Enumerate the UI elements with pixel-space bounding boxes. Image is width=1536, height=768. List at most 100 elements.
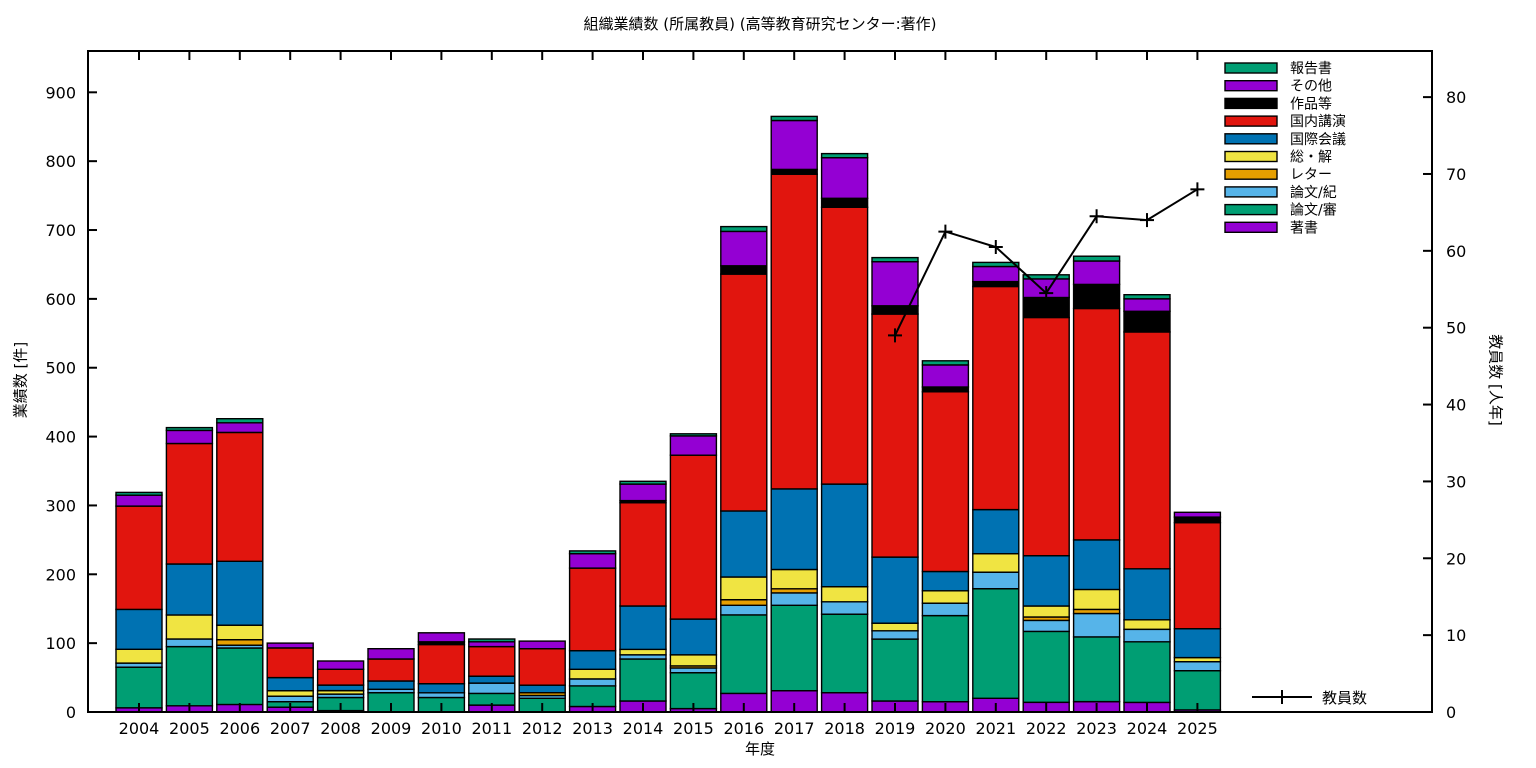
bar-segment-2014-その他: [619, 483, 667, 502]
bar-segment-2022-国際会議: [1022, 555, 1070, 607]
bar-segment-2011-国内講演: [468, 645, 516, 677]
x-tick-label: 2017: [774, 719, 815, 738]
bar-segment-2020-論文/審: [921, 614, 970, 703]
bar-segment-2015-報告書: [669, 433, 718, 437]
bar-segment-2006-レター: [216, 639, 264, 646]
bar-segment-2024-作品等: [1123, 310, 1171, 333]
bar-segment-2021-論文/紀: [972, 571, 1020, 590]
x-tick-label: 2009: [371, 719, 412, 738]
bar-segment-2005-論文/審: [165, 645, 214, 707]
bar-segment-2019-その他: [871, 261, 919, 307]
bar-segment-2009-国際会議: [367, 680, 415, 691]
bar-segment-2019-作品等: [871, 305, 919, 315]
bar-segment-2019-総・解: [871, 622, 919, 632]
x-tick-label: 2023: [1076, 719, 1117, 738]
bar-segment-2019-国内講演: [871, 313, 919, 558]
y-tick-label: 200: [45, 565, 76, 584]
legend-label: 論文/審: [1290, 203, 1337, 219]
y-tick-label: 100: [45, 634, 76, 653]
legend-label: その他: [1290, 79, 1332, 95]
bar-segment-2023-作品等: [1072, 283, 1121, 310]
bar-segment-2018-その他: [820, 156, 869, 199]
legend-swatch-その他: [1224, 79, 1278, 92]
bar-segment-2018-論文/紀: [820, 601, 869, 615]
bar-segment-2018-報告書: [820, 152, 869, 159]
x-tick-label: 2014: [623, 719, 664, 738]
bar-segment-2022-作品等: [1022, 296, 1070, 319]
bar-segment-2024-論文/紀: [1123, 628, 1171, 643]
bar-segment-2005-国内講演: [165, 442, 214, 565]
legend-swatch-論文/審: [1224, 203, 1278, 216]
bar-segment-2013-国内講演: [568, 567, 617, 652]
bar-segment-2006-総・解: [216, 624, 264, 641]
bar-segment-2016-国内講演: [720, 273, 768, 512]
bar-segment-2021-その他: [972, 265, 1020, 283]
bar-segment-2018-国際会議: [820, 483, 869, 588]
bar-segment-2022-報告書: [1022, 274, 1070, 280]
bar-segment-2014-総・解: [619, 648, 667, 656]
bar-segment-2017-論文/紀: [770, 592, 818, 607]
bar-segment-2024-報告書: [1123, 294, 1171, 300]
line-key-label: 教員数: [1322, 689, 1367, 707]
x-tick-label: 2007: [270, 719, 311, 738]
y2-tick-label: 0: [1446, 703, 1456, 722]
bar-segment-2022-論文/審: [1022, 630, 1070, 704]
bar-segment-2017-国内講演: [770, 173, 818, 490]
bar-segment-2020-報告書: [921, 360, 970, 366]
bar-segment-2007-その他: [266, 642, 314, 649]
legend-label: レター: [1290, 167, 1332, 183]
bar-segment-2021-論文/審: [972, 588, 1020, 699]
y2-tick-label: 50: [1446, 319, 1466, 338]
bar-segment-2013-国際会議: [568, 650, 617, 671]
axis-ticks: 0 100 200 300 400 500 600 700 800 900 0 10 20 30 40 50 6…: [45, 51, 1466, 738]
bar-segment-2007-論文/紀: [266, 695, 314, 703]
bar-segment-2022-国内講演: [1022, 316, 1070, 557]
y2-tick-label: 80: [1446, 88, 1466, 107]
bar-segment-2017-その他: [770, 119, 818, 171]
legend-label: 報告書: [1290, 61, 1332, 77]
y2-tick-label: 60: [1446, 242, 1466, 261]
legend-label: 論文/紀: [1290, 185, 1337, 201]
y2-tick-label: 70: [1446, 165, 1466, 184]
legend-swatch-国内講演: [1224, 115, 1278, 127]
bar-segment-2010-国内講演: [417, 643, 466, 685]
bar-segment-2006-論文/審: [216, 647, 264, 706]
bar-segment-2018-論文/審: [820, 613, 869, 694]
bar-segment-2025-論文/紀: [1173, 661, 1222, 672]
bar-segment-2016-論文/審: [720, 614, 768, 695]
bar-segment-2023-論文/審: [1072, 636, 1121, 703]
bar-segment-2015-その他: [669, 435, 718, 456]
bar-segment-2020-論文/紀: [921, 602, 970, 617]
bar-segment-2013-その他: [568, 552, 617, 569]
bar-segment-2004-総・解: [115, 648, 163, 664]
x-tick-label: 2012: [522, 719, 563, 738]
bars-group: [115, 115, 1222, 713]
bar-segment-2011-報告書: [468, 638, 516, 643]
bar-segment-2016-総・解: [720, 576, 768, 601]
bar-segment-2023-国内講演: [1072, 307, 1121, 541]
legend-label: 総・解: [1290, 150, 1332, 166]
bar-segment-2023-論文/紀: [1072, 612, 1121, 638]
bar-segment-2006-国内講演: [216, 431, 264, 563]
bar-segment-2017-報告書: [770, 115, 818, 122]
legend-label: 作品等: [1290, 95, 1332, 112]
y2-tick-label: 20: [1446, 549, 1466, 568]
bar-segment-2005-報告書: [165, 426, 214, 432]
legend-label: 国内講演: [1290, 114, 1346, 130]
x-tick-label: 2004: [119, 719, 160, 738]
bar-segment-2012-その他: [518, 640, 566, 650]
bar-segment-2021-作品等: [972, 281, 1020, 288]
bar-segment-2024-国際会議: [1123, 568, 1171, 621]
bar-segment-2017-総・解: [770, 568, 818, 590]
bar-segment-2021-国内講演: [972, 285, 1020, 511]
x-tick-label: 2013: [572, 719, 613, 738]
legend-label: 著書: [1290, 220, 1318, 236]
x-axis-label: 年度: [744, 740, 775, 758]
bar-segment-2008-国際会議: [316, 684, 365, 692]
bar-segment-2004-国内講演: [115, 505, 163, 611]
bar-segment-2020-その他: [921, 364, 970, 388]
bar-segment-2005-国際会議: [165, 563, 214, 616]
bar-segment-2014-国内講演: [619, 502, 667, 607]
bar-segment-2010-その他: [417, 632, 466, 643]
